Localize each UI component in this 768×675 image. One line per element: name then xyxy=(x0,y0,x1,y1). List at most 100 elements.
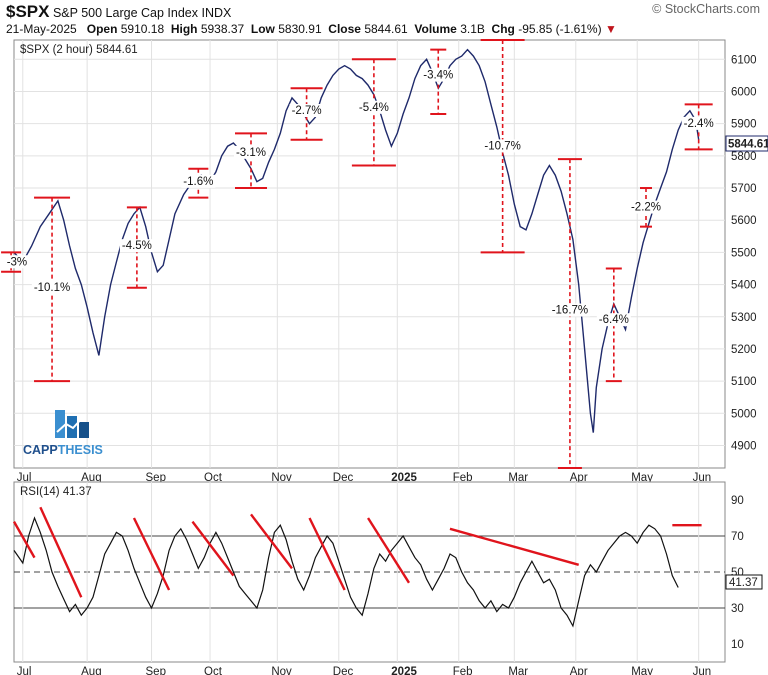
drawdown-label-4: -3.1% xyxy=(236,147,266,159)
drawdown-label-9: -16.7% xyxy=(552,305,588,317)
logo-bar-1 xyxy=(55,410,65,438)
logo-trend-mark xyxy=(56,413,87,433)
rsi-trendlines xyxy=(12,506,702,598)
drawdown-label-bg-9 xyxy=(549,303,591,317)
price-y-tick-5100: 5100 xyxy=(731,376,757,388)
price-x-tick-Dec: Dec xyxy=(333,472,354,484)
source-credit: © StockCharts.com xyxy=(652,2,760,16)
close-value: 5844.61 xyxy=(364,22,408,36)
price-x-tick-Sep: Sep xyxy=(146,472,166,484)
rsi-trendline-4 xyxy=(250,513,293,570)
drawdown-label-7: -3.4% xyxy=(423,70,453,82)
rsi-x-tick-Oct: Oct xyxy=(204,666,223,675)
rsi-trendline-3 xyxy=(191,520,235,577)
drawdown-label-6: -5.4% xyxy=(359,102,389,114)
drawdown-label-bg-5 xyxy=(289,104,324,118)
drawdown-label-0: -3% xyxy=(7,256,27,268)
index-name: S&P 500 Large Cap Index xyxy=(52,6,198,20)
drawdown-label-3: -1.6% xyxy=(183,176,213,188)
price-x-tick-Oct: Oct xyxy=(204,472,223,484)
price-y-tick-5800: 5800 xyxy=(731,151,757,163)
rsi-y-tick-10: 10 xyxy=(731,639,744,651)
rsi-x-tick-May: May xyxy=(631,666,653,675)
chart-header: $SPX S&P 500 Large Cap Index INDX © Stoc… xyxy=(6,2,766,22)
price-x-tick-Feb: Feb xyxy=(453,472,473,484)
low-value: 5830.91 xyxy=(278,22,322,36)
drawdown-label-11: -2.2% xyxy=(631,202,661,214)
drawdown-label-bg-4 xyxy=(234,145,268,159)
close-label: Close xyxy=(328,22,361,36)
price-x-axis: Jul Aug Sep Oct Nov Dec 2025 Feb Mar Apr May Jun xyxy=(17,472,711,484)
rsi-legend: RSI(14) 41.37 xyxy=(20,486,92,498)
price-y-axis: 4900 5000 5100 5200 5300 5400 5500 5600 5700 5800… xyxy=(731,54,757,452)
rsi-x-tick-Jun: Jun xyxy=(693,666,712,675)
logo-text-a: CAPP xyxy=(23,443,58,457)
price-legend: $SPX (2 hour) 5844.61 xyxy=(20,44,138,56)
open-value: 5910.18 xyxy=(120,22,165,36)
quote-date: 21-May-2025 xyxy=(6,22,77,36)
drawdown-label-8: -10.7% xyxy=(484,140,520,152)
price-y-tick-5900: 5900 xyxy=(731,119,757,131)
chg-value: -95.85 (-1.61%) xyxy=(518,22,602,36)
rsi-trendline-7 xyxy=(449,527,580,566)
rsi-x-tick-Nov: Nov xyxy=(271,666,292,675)
rsi-x-tick-Sep: Sep xyxy=(146,666,166,675)
drawdown-label-bg-0 xyxy=(6,255,28,269)
logo-text-b: THESIS xyxy=(58,443,103,457)
price-x-tick-Aug: Aug xyxy=(81,472,101,484)
drawdown-label-bg-6 xyxy=(356,100,391,114)
price-y-tick-5700: 5700 xyxy=(731,183,757,195)
drawdown-label-bg-8 xyxy=(482,139,523,153)
price-x-tick-May: May xyxy=(631,472,653,484)
drawdown-label-bg-1 xyxy=(31,281,73,295)
drawdown-label-bg-11 xyxy=(629,200,663,214)
drawdown-label-bg-10 xyxy=(596,313,631,327)
price-y-tick-6100: 6100 xyxy=(731,54,757,66)
drawdown-label-2: -4.5% xyxy=(122,240,152,252)
drawdown-label-5: -2.7% xyxy=(292,105,322,117)
price-x-tick-Jul: Jul xyxy=(17,472,32,484)
drawdown-label-1: -10.1% xyxy=(34,282,70,294)
rsi-grid xyxy=(14,482,725,662)
rsi-trendline-5 xyxy=(308,517,346,591)
price-x-tick-Apr: Apr xyxy=(570,472,588,484)
price-y-tick-6000: 6000 xyxy=(731,86,757,98)
rsi-x-tick-Feb: Feb xyxy=(453,666,473,675)
price-y-tick-5500: 5500 xyxy=(731,247,757,259)
price-last-value: 5844.61 xyxy=(725,135,768,152)
price-y-tick-5600: 5600 xyxy=(731,215,757,227)
rsi-y-tick-70: 70 xyxy=(731,531,744,543)
price-x-tick-Nov: Nov xyxy=(271,472,292,484)
rsi-trendline-1 xyxy=(39,506,83,598)
rsi-x-tick-2025: 2025 xyxy=(391,666,417,675)
quote-line: 21-May-2025 Open 5910.18 High 5938.37 Lo… xyxy=(6,22,766,38)
high-value: 5938.37 xyxy=(200,22,245,36)
rsi-y-tick-30: 30 xyxy=(731,603,744,615)
exchange: INDX xyxy=(201,6,232,20)
rsi-trendline-0 xyxy=(12,521,36,559)
price-x-tick-Jun: Jun xyxy=(693,472,712,484)
logo-text: CAPPTHESIS xyxy=(23,443,103,457)
chg-down-icon: ▼ xyxy=(604,22,617,36)
drawdown-label-bg-2 xyxy=(119,239,154,253)
drawdown-label-bg-3 xyxy=(181,174,216,188)
rsi-series-line xyxy=(13,516,679,628)
high-label: High xyxy=(170,22,198,36)
drawdown-label-bg-7 xyxy=(421,68,456,82)
rsi-last-value: 41.37 xyxy=(725,574,763,590)
price-x-tick-Mar: Mar xyxy=(508,472,528,484)
rsi-trendline-6 xyxy=(367,517,411,584)
price-y-tick-5400: 5400 xyxy=(731,280,757,292)
drawdown-label-10: -6.4% xyxy=(599,314,629,326)
rsi-last-value-box xyxy=(725,574,763,590)
chg-label: Chg xyxy=(491,22,515,36)
volume-value: 3.1B xyxy=(460,22,485,36)
drawdown-label-12: -2.4% xyxy=(684,118,714,130)
low-label: Low xyxy=(250,22,275,36)
rsi-trendline-2 xyxy=(132,517,171,591)
rsi-x-tick-Aug: Aug xyxy=(81,666,101,675)
drawdown-annotations: -3% -10.1% -4.5% -1.6% -3.1% -2.7% -5.4% -3.4% -… xyxy=(1,39,716,469)
last-value-text: 5844.61 xyxy=(728,139,768,151)
